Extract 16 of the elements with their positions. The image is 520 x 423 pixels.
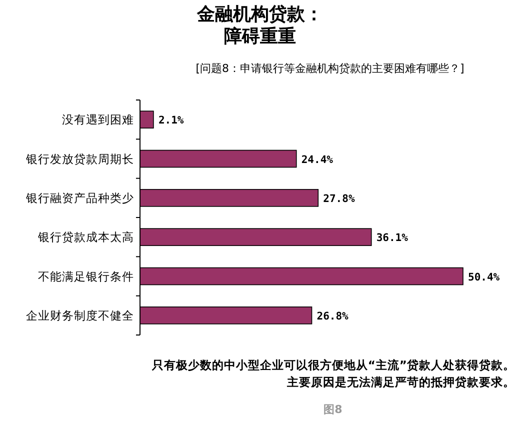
data-label: 2.1%: [158, 114, 184, 127]
data-label: 50.4%: [468, 271, 500, 284]
y-tick-label: 银行融资产品种类少: [25, 190, 134, 205]
text: 只有极少数的中小型企业可以很方便地从“主流”贷款人处获得贷款。主要原因是无法满足严苛的抵押贷款要求。: [150, 357, 515, 391]
chart-title: 金融机构贷款：障碍重重: [196, 4, 324, 48]
data-label: 26.8%: [316, 310, 350, 322]
y-tick-label: 没有遇到困难: [62, 112, 134, 127]
data-label: 27.8%: [323, 192, 356, 205]
data-label: 24.4%: [301, 154, 334, 166]
y-tick-label: 企业财务制度不健全: [26, 308, 134, 322]
y-tick-label: 不能满足银行条件: [38, 269, 134, 284]
y-tick-label: 银行发放贷款周期长: [25, 152, 134, 166]
data-label: 36.1%: [376, 232, 409, 244]
caption: 图8: [324, 403, 342, 416]
y-tick-label: 银行贷款成本太高: [37, 230, 134, 244]
chart-subtitle: [问题8：申请银行等金融机构贷款的主要困难有哪些？]: [196, 62, 464, 75]
